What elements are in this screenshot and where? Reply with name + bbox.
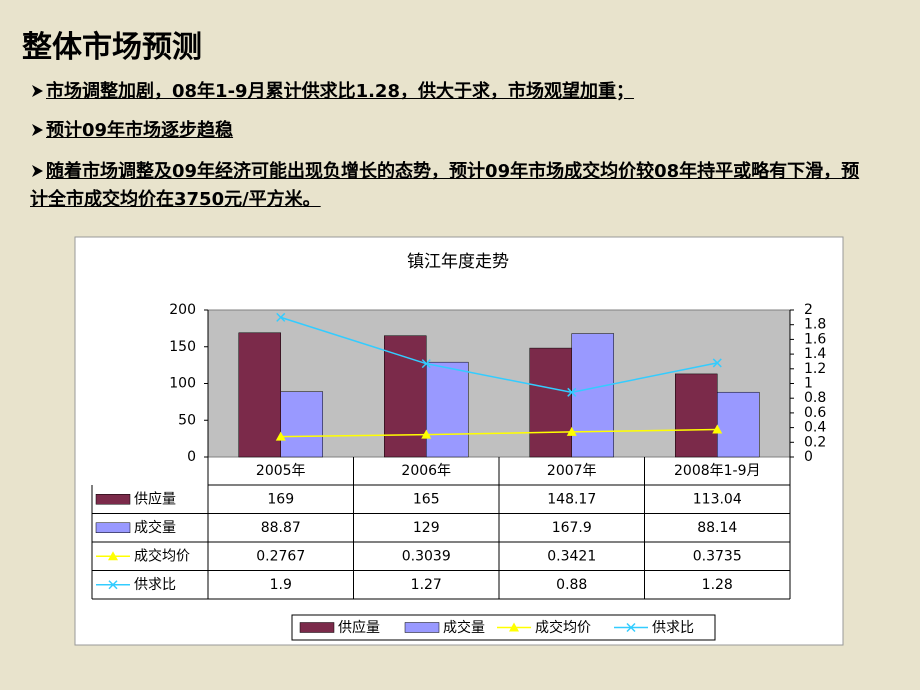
bullet: 随着市场调整及09年经济可能出现负增长的态势，预计09年市场成交均价较08年持平…: [30, 158, 870, 214]
table-cell: 167.9: [552, 520, 592, 536]
legend-key: [509, 622, 519, 632]
y2-tick-label: 1.8: [804, 317, 826, 333]
table-cell: 0.3735: [693, 548, 742, 564]
x-tick-label: 2008年1-9月: [674, 463, 761, 479]
table-cell: 165: [413, 491, 440, 507]
bar: [571, 333, 614, 458]
line-marker: [712, 358, 722, 368]
x-tick-label: 2007年: [547, 463, 597, 479]
legend-key: [108, 551, 118, 561]
bar: [280, 391, 323, 458]
legend-key: [95, 522, 131, 533]
table-cell: 113.04: [693, 491, 742, 507]
bullet-text: 随着市场调整及09年经济可能出现负增长的态势，预计09年市场成交均价较08年持平…: [30, 161, 860, 210]
legend-label: 供求比: [652, 620, 694, 636]
table-cell: 1.27: [411, 577, 442, 593]
table-row-label: 供求比: [134, 577, 176, 593]
legend-key: [108, 580, 118, 590]
table-cell: 88.87: [261, 520, 301, 536]
line-marker: [276, 312, 286, 322]
y2-tick-label: 1.6: [804, 331, 826, 347]
line-marker: [712, 424, 723, 434]
legend-key: [626, 622, 636, 633]
x-tick-label: 2005年: [256, 463, 306, 479]
table-cell: 0.3039: [402, 548, 451, 564]
y-tick-label: 50: [178, 412, 196, 428]
legend-key: [299, 622, 335, 633]
table-cell: 88.14: [697, 520, 737, 536]
y2-tick-label: 0.6: [804, 405, 826, 421]
y2-tick-label: 1.4: [804, 346, 826, 362]
line-marker: [421, 359, 431, 369]
line: [280, 316, 718, 394]
y2-tick-label: 0: [804, 449, 813, 465]
y2-tick-label: 0.4: [804, 420, 826, 436]
table-row-label: 供应量: [134, 490, 176, 507]
slide-title: 整体市场预测: [22, 30, 202, 65]
bullet-arrow: [32, 124, 43, 136]
table-cell: 169: [267, 491, 294, 507]
bar: [384, 335, 427, 458]
table-cell: 129: [413, 520, 440, 536]
bullet: 预计09年市场逐步趋稳: [30, 117, 870, 145]
bar: [426, 361, 469, 458]
bar: [529, 347, 572, 458]
table-cell: 1.9: [270, 577, 292, 593]
bullet-arrow: [32, 165, 43, 177]
y2-tick-label: 1: [804, 376, 813, 392]
chart-title: 镇江年度走势: [407, 252, 509, 272]
line-marker: [421, 429, 432, 439]
bar: [717, 391, 760, 458]
y2-tick-label: 2: [804, 302, 813, 318]
legend-label: 成交均价: [535, 619, 591, 636]
legend-key: [95, 494, 131, 505]
line-marker: [566, 426, 577, 436]
table-cell: 0.88: [556, 577, 587, 593]
line: [280, 428, 718, 438]
table-cell: 1.28: [702, 577, 733, 593]
table-row-label: 成交均价: [134, 547, 190, 564]
bar: [238, 332, 281, 458]
line-marker: [567, 387, 577, 397]
legend-label: 供应量: [338, 619, 380, 636]
y2-tick-label: 0.2: [804, 434, 826, 450]
table-row-label: 成交量: [134, 519, 176, 536]
line-marker: [275, 431, 286, 441]
x-tick-label: 2006年: [401, 463, 451, 479]
table-cell: 0.3421: [547, 548, 596, 564]
legend-key: [404, 622, 440, 633]
y2-tick-label: 1.2: [804, 361, 826, 377]
y2-tick-label: 0.8: [804, 390, 826, 406]
table-cell: 0.2767: [256, 548, 305, 564]
y-tick-label: 200: [169, 302, 196, 318]
y-tick-label: 100: [169, 376, 196, 392]
legend-label: 成交量: [443, 619, 485, 636]
table-cell: 148.17: [547, 491, 596, 507]
bullet-text: 市场调整加剧，08年1-9月累计供求比1.28，供大于求，市场观望加重；: [46, 81, 634, 102]
bullet-arrow: [32, 85, 43, 97]
bullet: 市场调整加剧，08年1-9月累计供求比1.28，供大于求，市场观望加重；: [30, 78, 870, 106]
y-tick-label: 150: [169, 339, 196, 355]
y-tick-label: 0: [187, 449, 196, 465]
bullet-text: 预计09年市场逐步趋稳: [46, 120, 234, 141]
bar: [675, 373, 718, 458]
